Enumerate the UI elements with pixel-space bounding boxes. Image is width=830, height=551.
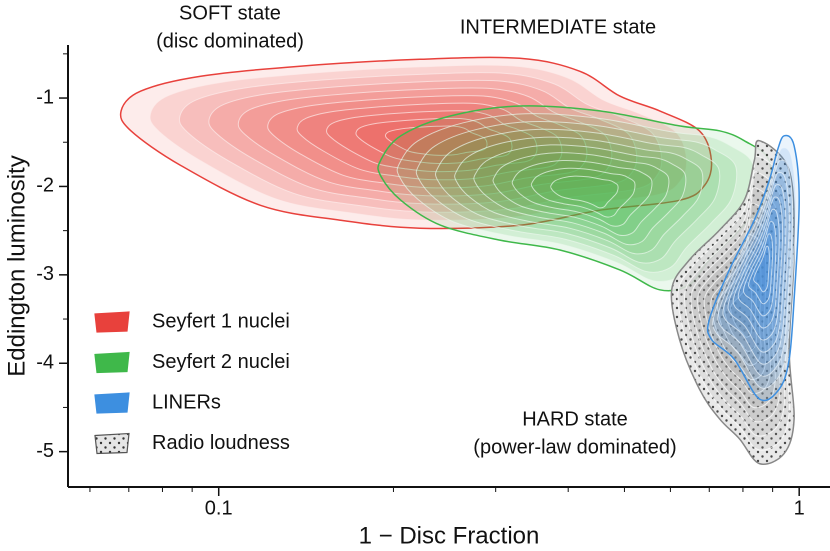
density-contour: [748, 233, 774, 305]
legend-swatch: [94, 432, 130, 455]
density-contour: [149, 64, 688, 221]
density-contour: [550, 175, 619, 209]
region-outline: [706, 134, 800, 402]
legend-label: Seyfert 2 nuclei: [152, 351, 290, 373]
density-contour: [511, 159, 653, 227]
density-contour: [296, 102, 563, 181]
density-contour: [237, 87, 613, 197]
annotation: (disc dominated): [156, 30, 304, 52]
region-outline: [670, 139, 795, 465]
y-axis-label: Eddington luminosity: [3, 155, 30, 376]
density-contour: [454, 136, 704, 255]
y-tick-label: -4: [36, 352, 54, 374]
region-outline: [119, 56, 713, 230]
annotation: SOFT state: [179, 2, 281, 24]
annotation: (power-law dominated): [473, 436, 676, 458]
legend-label: LINERs: [152, 391, 221, 413]
legend-swatch: [94, 351, 130, 374]
density-contour: [742, 221, 777, 317]
x-tick-label: 0.1: [205, 497, 233, 519]
x-axis-label: 1 − Disc Fraction: [359, 522, 540, 549]
legend-label: Radio loudness: [152, 432, 290, 454]
density-contour: [753, 245, 770, 293]
density-contour: [684, 171, 786, 437]
density-contour: [435, 128, 721, 264]
density-contour: [415, 120, 738, 273]
x-tick-label: 1: [794, 497, 805, 519]
y-tick-label: -3: [36, 263, 54, 285]
density-contour: [492, 152, 670, 237]
y-tick-label: -5: [36, 440, 54, 462]
density-contour: [473, 144, 687, 246]
y-tick-label: -1: [36, 86, 54, 108]
annotation: HARD state: [522, 408, 628, 430]
legend-swatch: [94, 311, 130, 333]
y-tick-label: -2: [36, 175, 54, 197]
annotation: INTERMEDIATE state: [460, 16, 656, 38]
plot-area: [119, 56, 800, 465]
legend-label: Seyfert 1 nuclei: [152, 310, 290, 332]
density-contour: [727, 184, 787, 353]
legend-swatch: [94, 392, 130, 414]
density-contour: [722, 171, 790, 365]
